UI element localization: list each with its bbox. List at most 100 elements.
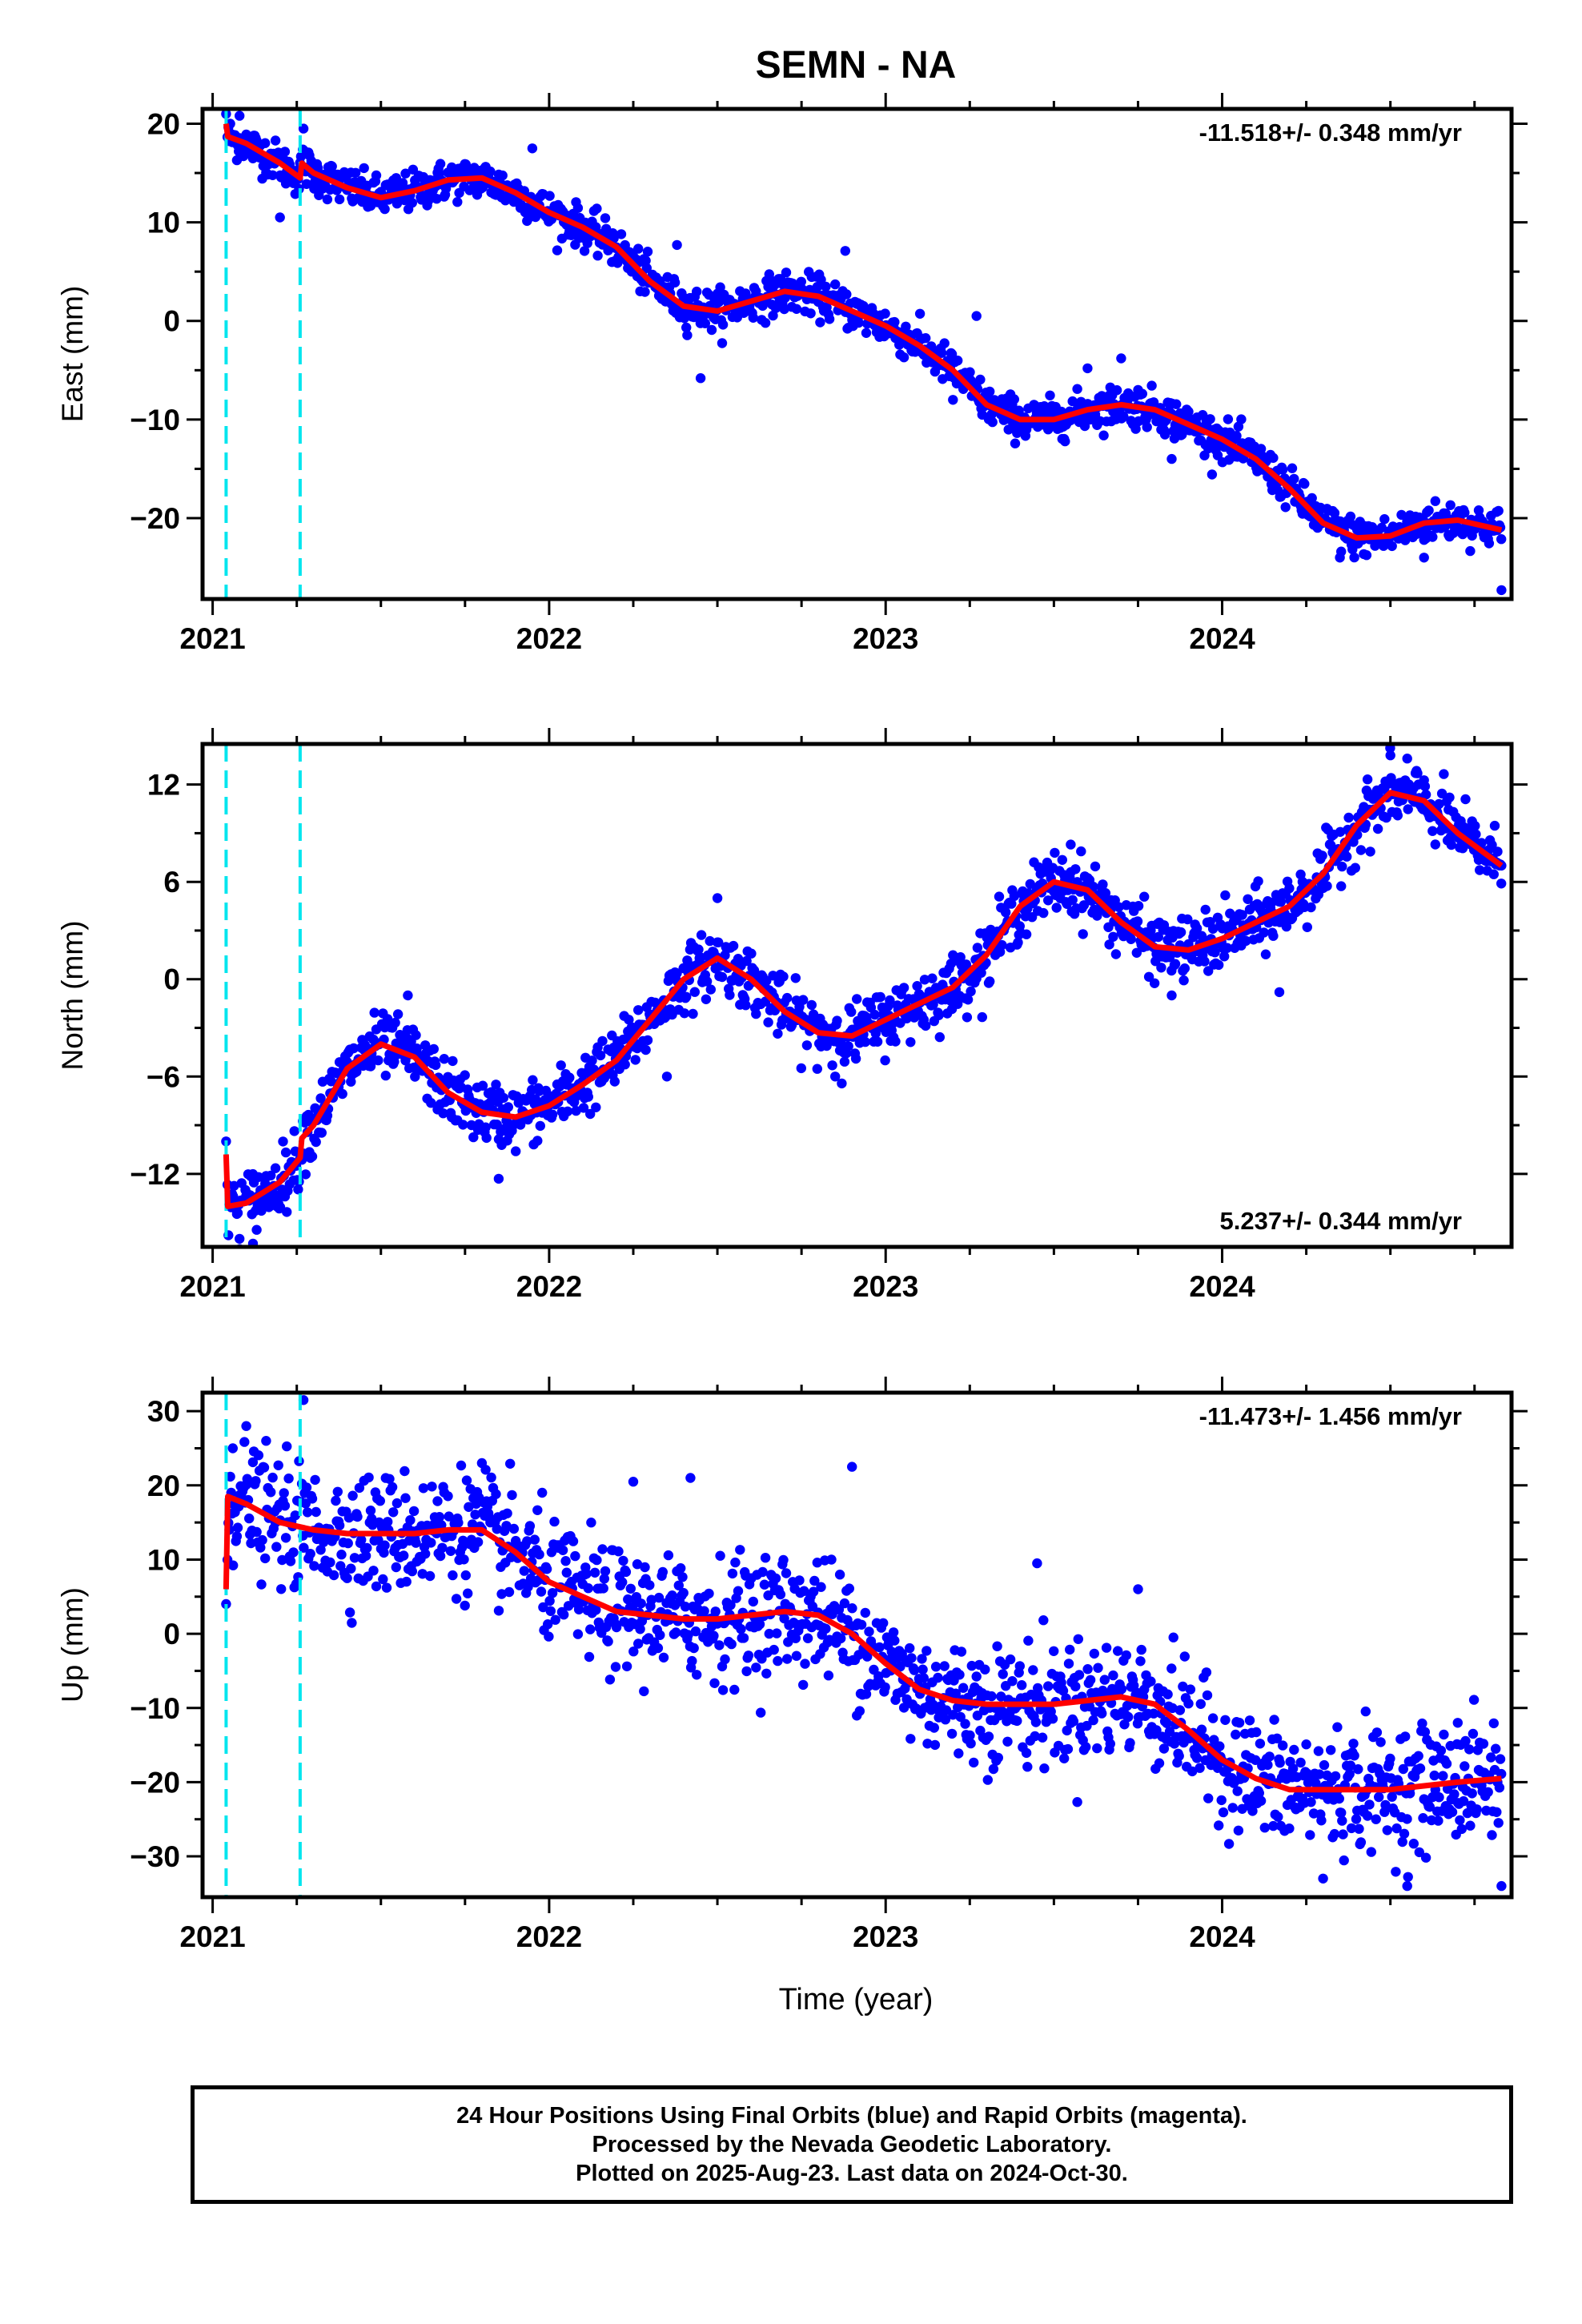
data-point	[1400, 1731, 1411, 1742]
ticks-east: 2021 2022 2023 2024 −20 −10 0 10 20	[130, 93, 1528, 655]
data-point	[933, 1672, 943, 1683]
data-point	[1447, 1807, 1458, 1817]
data-point	[1123, 1711, 1134, 1723]
data-point	[1402, 754, 1412, 764]
data-point	[481, 1132, 492, 1144]
data-point	[1028, 1665, 1038, 1675]
data-point	[1001, 907, 1011, 918]
data-point	[1171, 399, 1182, 409]
data-point	[1496, 1880, 1507, 1892]
data-point	[874, 1642, 885, 1653]
data-point	[1007, 1676, 1018, 1687]
data-point	[621, 1661, 632, 1671]
ticks-north: 2021 2022 2023 2024 −12 −6 0 6 12	[130, 728, 1528, 1303]
data-point	[1012, 1715, 1022, 1727]
data-point	[791, 1651, 802, 1661]
data-point	[934, 1010, 944, 1020]
data-point	[1021, 1747, 1032, 1759]
data-point	[663, 1550, 674, 1561]
data-point	[709, 1630, 719, 1641]
data-point	[550, 1614, 560, 1625]
data-point	[1202, 1690, 1213, 1701]
data-point	[1241, 935, 1251, 947]
data-point	[640, 255, 651, 266]
data-point	[1337, 861, 1347, 872]
data-point	[383, 1517, 393, 1527]
data-point	[289, 1126, 299, 1136]
data-point	[625, 1583, 636, 1594]
data-point	[847, 1603, 857, 1614]
data-point	[1047, 1714, 1058, 1724]
data-point	[805, 308, 816, 319]
data-point	[1417, 1718, 1427, 1729]
data-point	[1316, 1815, 1327, 1826]
data-point	[1355, 845, 1367, 855]
data-point	[888, 1627, 899, 1638]
data-point	[769, 1644, 779, 1655]
data-point	[307, 1494, 318, 1504]
data-point	[342, 1573, 352, 1583]
data-point	[400, 1493, 411, 1503]
data-point	[1143, 971, 1154, 983]
data-point	[388, 1507, 399, 1518]
data-point	[1162, 1689, 1173, 1699]
data-point	[609, 1076, 620, 1087]
data-point	[445, 1546, 456, 1557]
data-point	[955, 952, 966, 963]
data-point	[547, 1109, 558, 1120]
data-point	[270, 1163, 281, 1173]
data-point	[682, 330, 693, 340]
data-point	[1330, 1771, 1341, 1782]
data-point	[950, 1688, 962, 1699]
data-point	[1350, 862, 1361, 873]
data-point	[1429, 1770, 1439, 1781]
data-point	[1074, 1670, 1085, 1680]
data-point	[522, 1536, 532, 1546]
data-point	[760, 1553, 771, 1563]
data-point	[595, 1050, 606, 1061]
data-point	[1215, 1741, 1225, 1751]
data-point	[1082, 1720, 1092, 1731]
data-point	[378, 1574, 388, 1585]
data-point	[1201, 1667, 1212, 1678]
data-point	[417, 1569, 428, 1579]
data-point	[570, 1550, 580, 1562]
data-point	[322, 194, 333, 205]
data-point	[427, 1482, 437, 1492]
x-tick-label: 2021	[179, 622, 245, 655]
data-point	[1014, 1661, 1026, 1671]
data-point	[986, 1691, 997, 1702]
data-point	[400, 1466, 410, 1477]
data-point	[992, 1641, 1002, 1651]
data-point	[749, 965, 760, 976]
data-point	[592, 203, 602, 214]
data-point	[872, 1036, 883, 1047]
data-point	[778, 971, 789, 982]
data-point	[448, 1570, 458, 1581]
data-point	[1105, 1739, 1116, 1749]
data-point	[1472, 1745, 1484, 1755]
data-point	[1268, 1820, 1279, 1831]
data-point	[1043, 895, 1054, 906]
data-point	[832, 1015, 842, 1026]
data-point	[585, 1108, 596, 1120]
data-point	[743, 1651, 754, 1661]
data-point	[276, 1584, 287, 1594]
data-point	[1191, 923, 1203, 934]
data-point	[408, 1506, 420, 1517]
data-point	[727, 1568, 738, 1579]
data-points-up	[221, 1395, 1507, 1892]
data-point	[524, 1521, 536, 1531]
data-point	[1254, 1787, 1265, 1799]
data-point	[1030, 1731, 1040, 1742]
data-point	[356, 1534, 367, 1546]
data-point	[1116, 353, 1126, 364]
y-tick-label: 6	[163, 866, 180, 899]
data-point	[373, 1534, 383, 1546]
y-tick-label: −20	[130, 502, 180, 535]
data-point	[728, 940, 739, 951]
data-point	[256, 1579, 267, 1590]
data-point	[405, 1515, 416, 1526]
data-point	[921, 1646, 932, 1656]
data-point	[1274, 987, 1285, 998]
